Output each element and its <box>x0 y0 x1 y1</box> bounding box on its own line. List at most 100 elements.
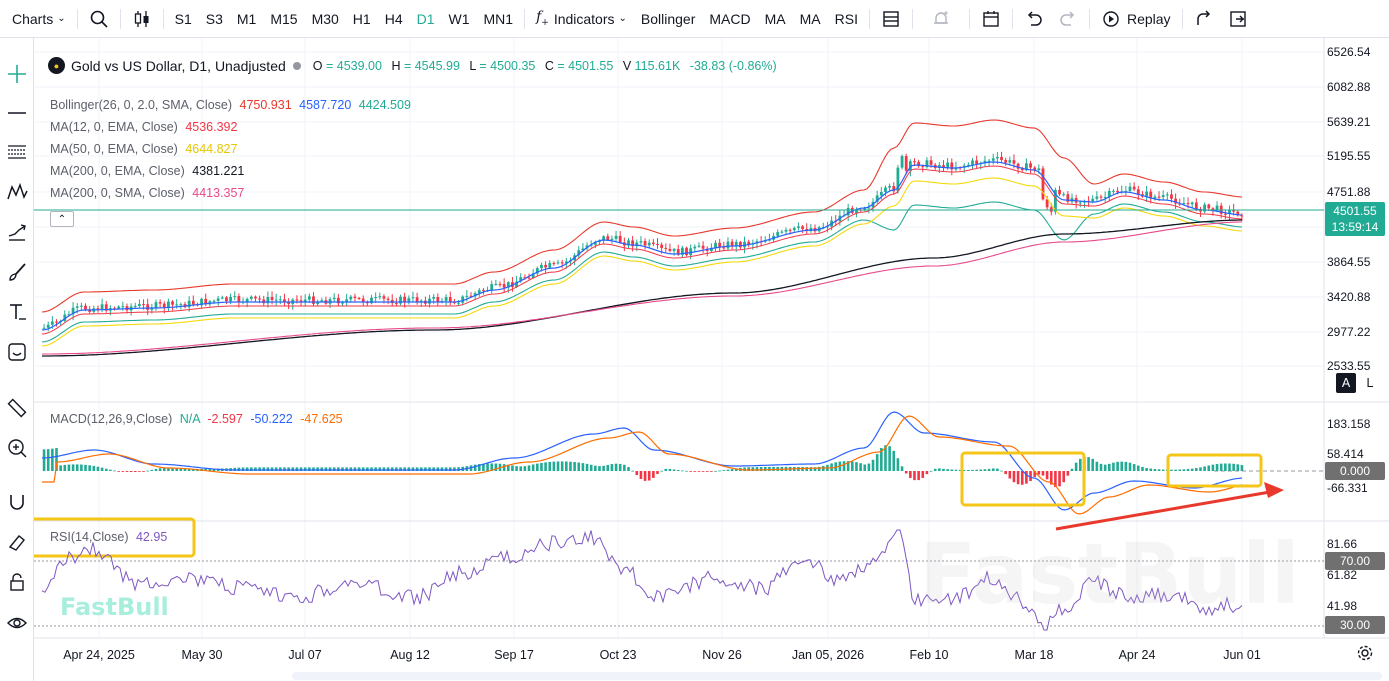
share-button[interactable] <box>1187 0 1221 38</box>
log-scale-button[interactable]: L <box>1360 373 1380 393</box>
exit-icon <box>1228 9 1248 29</box>
chevron-down-icon: ⌄ <box>618 13 627 24</box>
bollinger-legend[interactable]: Bollinger(26, 0, 2.0, SMA, Close) 4750.9… <box>50 98 411 112</box>
interval-m15[interactable]: M15 <box>270 10 298 27</box>
interval-h1[interactable]: H1 <box>352 10 371 27</box>
macd-histogram-bar <box>950 469 954 471</box>
close-key: C <box>544 58 554 73</box>
quick-indicator-rsi[interactable]: RSI <box>834 10 858 27</box>
macd-tick-label: 183.158 <box>1327 417 1371 431</box>
macd-legend[interactable]: MACD(12,26,9,Close) N/A -2.597 -50.222 -… <box>50 412 343 426</box>
candle-body <box>370 297 373 304</box>
interval-h4[interactable]: H4 <box>384 10 403 27</box>
candle-body <box>946 162 950 168</box>
interval-d1[interactable]: D1 <box>416 10 435 27</box>
auto-scale-button[interactable]: A <box>1336 373 1356 393</box>
magnet-icon[interactable] <box>5 490 29 514</box>
layout-button[interactable] <box>874 0 908 38</box>
crosshair-icon[interactable] <box>5 62 29 86</box>
macd-histogram-bar <box>357 467 361 471</box>
macd-histogram-bar <box>75 464 79 471</box>
undo-button[interactable] <box>1017 0 1051 38</box>
trend-line-icon[interactable] <box>5 101 29 125</box>
macd-histogram-bar <box>884 445 887 471</box>
rsi-value: 42.95 <box>135 530 168 544</box>
time-scrollbar[interactable] <box>292 672 1382 680</box>
lock-icon[interactable] <box>5 570 29 594</box>
macd-histogram-bar <box>594 465 597 471</box>
calendar-button[interactable] <box>974 0 1008 38</box>
alert-button[interactable] <box>917 0 965 38</box>
macd-histogram-bar <box>1232 463 1235 471</box>
macd-line-value: -50.222 <box>250 412 293 426</box>
candle-body <box>75 306 79 308</box>
eraser-icon[interactable] <box>5 530 29 554</box>
macd-histogram-bar <box>763 466 767 471</box>
ma2-legend[interactable]: MA(50, 0, EMA, Close) 4644.827 <box>50 142 237 156</box>
candle-body <box>461 296 465 303</box>
quick-indicator-ma[interactable]: MA <box>799 10 821 27</box>
ma2-value: 4644.827 <box>185 142 238 156</box>
ma3-legend[interactable]: MA(200, 0, EMA, Close) 4381.221 <box>50 164 244 178</box>
divider <box>119 8 121 29</box>
top-toolbar: Charts ⌄ S1 S3 M1 M15 M30 H1 H4 D1 W1 MN1 f+ Indi… <box>0 0 1389 38</box>
quick-indicator-bollinger[interactable]: Bollinger <box>640 10 696 27</box>
ma4-legend[interactable]: MA(200, 0, SMA, Close) 4413.357 <box>50 186 244 200</box>
macd-histogram-bar <box>1190 468 1194 471</box>
forecast-icon[interactable] <box>5 220 29 244</box>
search-button[interactable] <box>82 0 116 38</box>
interval-s1[interactable]: S1 <box>174 10 192 27</box>
macd-histogram-bar <box>647 471 651 481</box>
macd-histogram-bar <box>681 470 684 472</box>
charts-menu[interactable]: Charts ⌄ <box>0 0 73 38</box>
ema50-line <box>41 177 1243 347</box>
candle-body <box>1024 163 1028 171</box>
chart-type-button[interactable] <box>125 0 159 38</box>
collapse-legend-button[interactable]: ⌃ <box>50 211 74 227</box>
exit-button[interactable] <box>1221 0 1255 38</box>
candle-body <box>191 300 195 305</box>
chart-area[interactable]: ● Gold vs US Dollar, D1, Unadjusted O = … <box>34 38 1389 681</box>
candle-body <box>1066 194 1070 202</box>
text-tool-icon[interactable] <box>5 300 29 324</box>
chart-canvas[interactable] <box>34 38 1389 681</box>
macd-histogram-bar <box>689 471 692 472</box>
ma1-legend[interactable]: MA(12, 0, EMA, Close) 4536.392 <box>50 120 237 134</box>
candle-body <box>167 301 170 308</box>
replay-button[interactable]: Replay <box>1094 0 1178 38</box>
quick-indicator-macd[interactable]: MACD <box>709 10 751 27</box>
candle-body <box>1240 215 1244 217</box>
candle-body <box>564 261 568 264</box>
candle-body <box>610 238 614 241</box>
eye-icon[interactable] <box>5 611 29 635</box>
quick-indicator-ma[interactable]: MA <box>764 10 786 27</box>
candle-body <box>237 296 241 302</box>
candle-body <box>1004 159 1008 163</box>
ruler-icon[interactable] <box>5 396 29 420</box>
patterns-icon[interactable] <box>5 180 29 204</box>
emoji-icon[interactable] <box>5 340 29 364</box>
macd-histogram-bar <box>747 467 750 471</box>
redo-button[interactable] <box>1051 0 1085 38</box>
candle-body <box>739 241 742 248</box>
market-status-dot <box>292 61 301 70</box>
interval-w1[interactable]: W1 <box>448 10 470 27</box>
candle-body <box>614 235 618 239</box>
candle-body <box>950 162 954 170</box>
candle-body <box>150 307 154 310</box>
interval-s3[interactable]: S3 <box>205 10 223 27</box>
candle-body <box>378 296 382 298</box>
zoom-in-icon[interactable] <box>5 436 29 460</box>
indicators-button[interactable]: f+ Indicators ⌄ <box>529 0 634 38</box>
brush-icon[interactable] <box>5 260 29 284</box>
fib-retracement-icon[interactable] <box>5 140 29 164</box>
settings-button[interactable] <box>1356 644 1374 662</box>
interval-m30[interactable]: M30 <box>311 10 339 27</box>
candle-body <box>283 299 286 303</box>
rsi-legend[interactable]: RSI(14,Close) 42.95 <box>50 530 167 544</box>
candle-body <box>216 298 220 301</box>
interval-mn1[interactable]: MN1 <box>483 10 514 27</box>
candle-body <box>266 296 270 304</box>
interval-m1[interactable]: M1 <box>236 10 257 27</box>
candle-body <box>84 305 87 310</box>
